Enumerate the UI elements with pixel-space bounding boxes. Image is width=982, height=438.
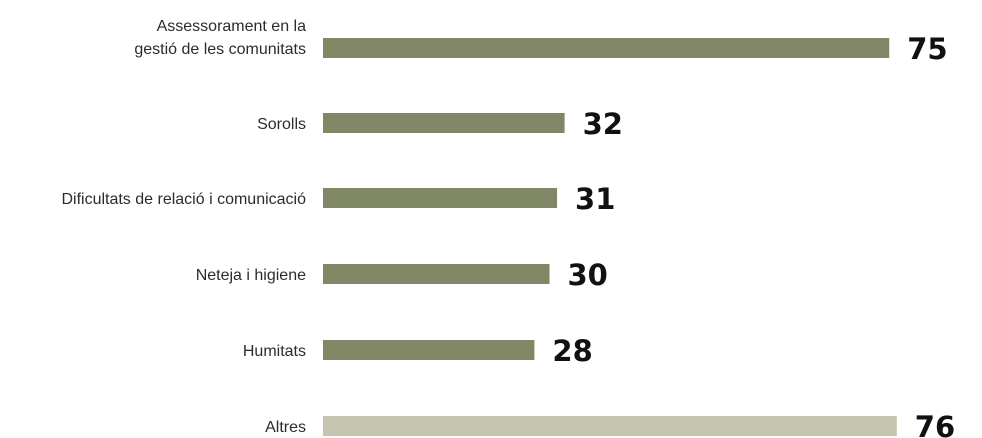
category-label-0-line-1: gestió de les comunitats (134, 41, 306, 58)
value-label-3: 30 (568, 258, 608, 292)
category-label-1: Sorolls (257, 116, 306, 133)
value-label-5: 76 (915, 410, 955, 438)
value-label-1: 32 (583, 107, 623, 141)
category-label-2: Dificultats de relació i comunicació (61, 191, 306, 208)
category-label-0-line-0: Assessorament en la (157, 18, 307, 35)
value-label-2: 31 (575, 182, 615, 216)
bar-4 (323, 340, 535, 360)
bar-5 (323, 416, 897, 436)
category-label-4: Humitats (243, 343, 306, 360)
category-label-3: Neteja i higiene (196, 267, 306, 284)
bar-1 (323, 113, 565, 133)
value-label-0: 75 (907, 32, 947, 66)
value-label-4: 28 (552, 334, 592, 368)
bar-3 (323, 264, 550, 284)
bar-2 (323, 188, 558, 208)
category-label-5: Altres (265, 419, 306, 436)
bar-0 (323, 38, 890, 58)
